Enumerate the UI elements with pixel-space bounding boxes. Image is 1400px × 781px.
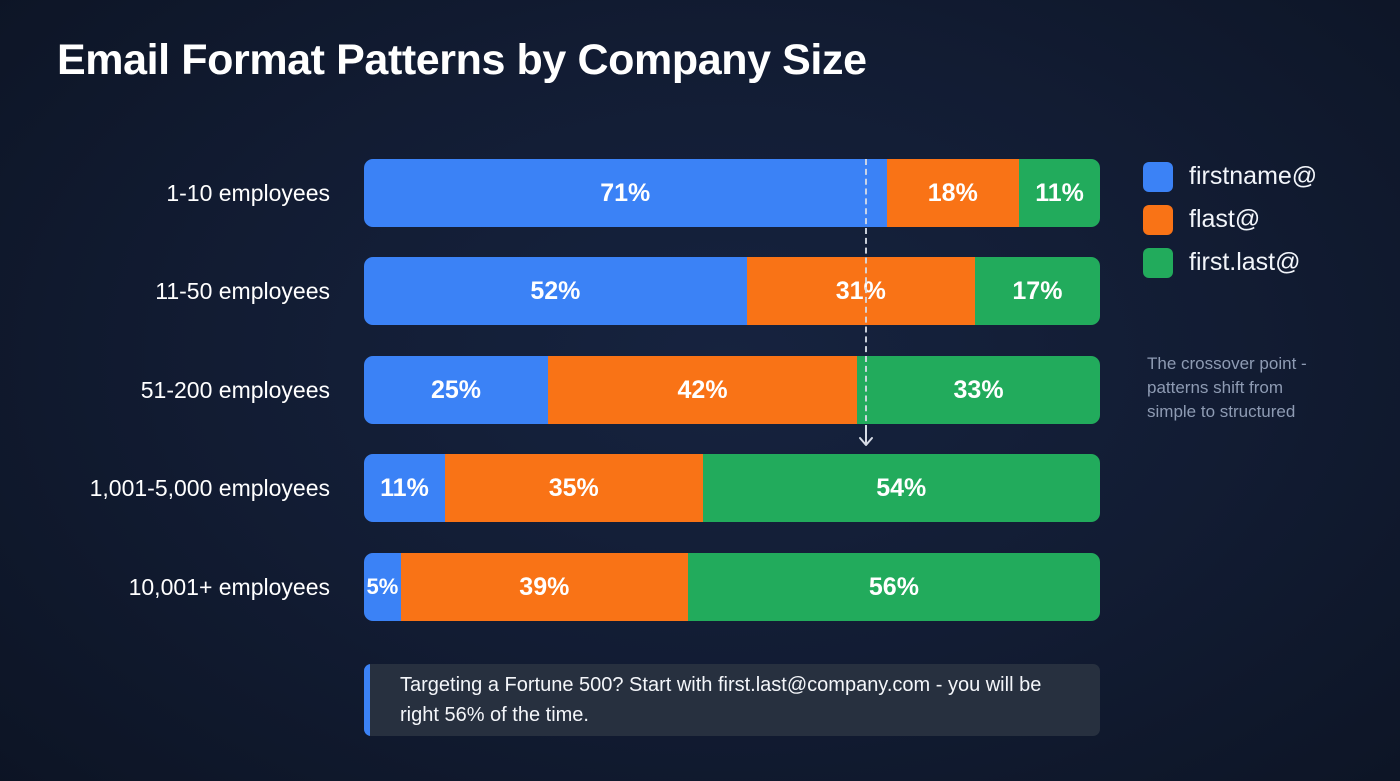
legend-item-label: flast@ xyxy=(1189,205,1261,233)
category-label: 10,001+ employees xyxy=(128,573,330,600)
stacked-bar: 71% 18% 11% xyxy=(364,159,1100,227)
bar-segment-value: 25% xyxy=(430,375,482,404)
bar-segment[interactable]: 39% xyxy=(400,553,688,621)
bar-segment-value: 5% xyxy=(366,574,399,599)
bar-segment[interactable]: 18% xyxy=(886,159,1020,227)
bar-segment-value: 56% xyxy=(868,572,919,601)
bar-segment-value: 17% xyxy=(1012,276,1063,305)
bar-segment-value: 35% xyxy=(548,473,599,502)
annotation-line: patterns shift from xyxy=(1147,378,1284,398)
bar-segment-value: 11% xyxy=(380,473,429,502)
crossover-annotation-text: The crossover point - patterns shift from… xyxy=(1147,352,1397,424)
legend-item[interactable]: firstname@ xyxy=(1143,155,1393,198)
stacked-bar: 52% 31% 17% xyxy=(364,257,1100,325)
bar-segment-value: 52% xyxy=(530,276,581,305)
bar-segment[interactable]: 17% xyxy=(974,257,1100,325)
legend-swatch-firstname-icon xyxy=(1143,161,1173,192)
legend-item-label: first.last@ xyxy=(1189,248,1301,276)
bar-segment-value: 42% xyxy=(677,375,728,404)
bar-segment-value: 11% xyxy=(1035,178,1084,207)
category-label: 1,001-5,000 employees xyxy=(89,474,330,501)
legend: firstname@ flast@ first.last@ xyxy=(1143,155,1393,284)
legend-item[interactable]: flast@ xyxy=(1143,198,1393,241)
bar-segment[interactable]: 11% xyxy=(1019,159,1100,227)
crossover-dashed-line xyxy=(865,159,867,431)
bar-segment-value: 31% xyxy=(835,276,886,305)
callout-box: Targeting a Fortune 500? Start with firs… xyxy=(364,664,1100,736)
callout-accent-bar xyxy=(364,664,370,736)
bar-segment[interactable]: 42% xyxy=(548,356,858,424)
bar-segment-value: 18% xyxy=(927,178,978,207)
bar-segment-value: 33% xyxy=(953,375,1004,404)
bar-row: 51-200 employees 25% 42% 33% xyxy=(0,356,1400,424)
page-title: Email Format Patterns by Company Size xyxy=(57,36,867,84)
bar-segment[interactable]: 35% xyxy=(444,454,703,522)
legend-item[interactable]: first.last@ xyxy=(1143,241,1393,284)
category-label: 11-50 employees xyxy=(155,277,330,304)
bar-segment-value: 71% xyxy=(600,178,651,207)
bar-segment[interactable]: 71% xyxy=(364,159,887,227)
bar-segment[interactable]: 11% xyxy=(364,454,445,522)
legend-swatch-flast-icon xyxy=(1143,204,1173,235)
annotation-line: simple to structured xyxy=(1147,402,1296,422)
category-label: 51-200 employees xyxy=(140,376,330,403)
bar-row: 1,001-5,000 employees 11% 35% 54% xyxy=(0,454,1400,522)
bar-segment[interactable]: 33% xyxy=(857,356,1100,424)
category-label: 1-10 employees xyxy=(166,179,330,206)
bar-row: 1-10 employees 71% 18% 11% xyxy=(0,159,1400,227)
bar-segment[interactable]: 25% xyxy=(364,356,548,424)
bar-segment-value: 39% xyxy=(519,572,570,601)
bar-segment-value: 54% xyxy=(876,473,927,502)
annotation-line: The crossover point - xyxy=(1147,354,1307,373)
bar-segment[interactable]: 56% xyxy=(687,553,1100,621)
legend-item-label: firstname@ xyxy=(1189,162,1318,190)
bar-segment[interactable]: 5% xyxy=(364,553,401,621)
stacked-bar: 25% 42% 33% xyxy=(364,356,1100,424)
callout-text: Targeting a Fortune 500? Start with firs… xyxy=(400,674,1042,726)
bar-row: 10,001+ employees 5% 39% 56% xyxy=(0,553,1400,621)
bar-segment[interactable]: 52% xyxy=(364,257,747,325)
stacked-bar: 5% 39% 56% xyxy=(364,553,1100,621)
stacked-bar: 11% 35% 54% xyxy=(364,454,1100,522)
bar-segment[interactable]: 54% xyxy=(702,454,1100,522)
legend-swatch-firstlast-icon xyxy=(1143,247,1173,278)
bar-segment[interactable]: 31% xyxy=(746,257,975,325)
bar-row: 11-50 employees 52% 31% 17% xyxy=(0,257,1400,325)
